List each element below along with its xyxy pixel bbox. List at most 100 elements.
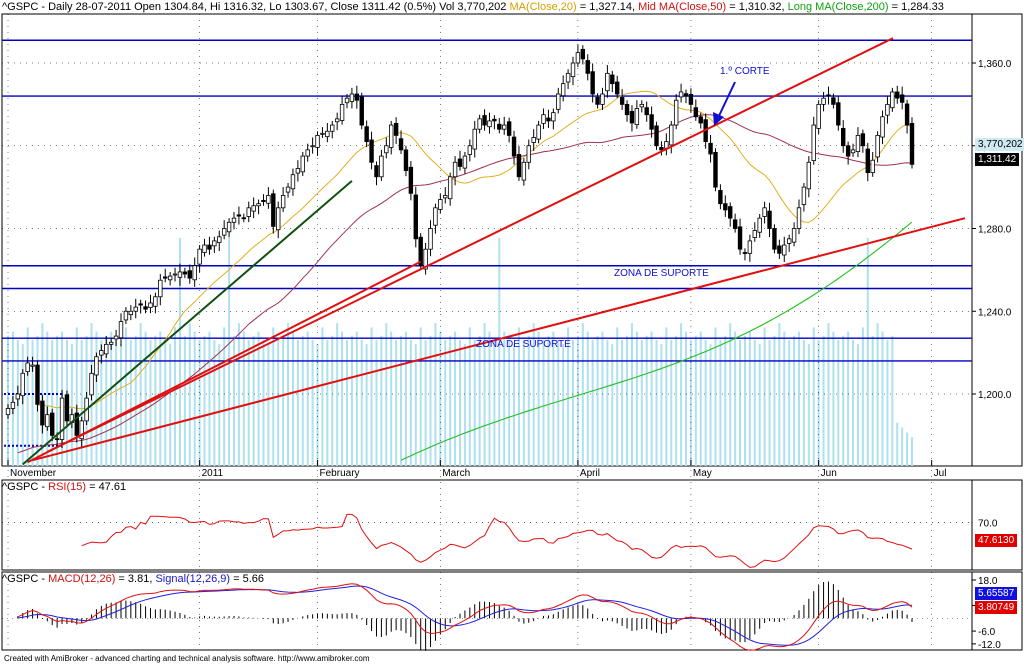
volume-bar: [51, 340, 54, 466]
volume-bar: [326, 340, 329, 466]
candle-body: [226, 221, 232, 233]
signal-header-value: = 5.66: [230, 573, 264, 585]
volume-bar: [616, 327, 619, 466]
volume-bar: [444, 340, 447, 466]
volume-bar: [734, 331, 737, 466]
volume-bar: [360, 340, 363, 466]
candlesticks: [5, 44, 915, 448]
volume-bar: [41, 323, 44, 466]
volume-bar: [350, 335, 353, 466]
header-ma50-label: Mid MA(Close,50): [638, 1, 727, 13]
candle-body: [477, 118, 482, 130]
candle-body: [280, 194, 286, 209]
volume-bar: [223, 327, 226, 466]
volume-bar: [134, 335, 137, 466]
candle-body: [261, 199, 266, 203]
volume-bar: [198, 340, 201, 466]
volume-bar: [630, 323, 633, 466]
volume-bar: [488, 331, 491, 466]
volume-bar: [139, 323, 142, 466]
volume-bar: [896, 422, 899, 466]
candle-body: [575, 52, 581, 64]
volume-bar: [434, 323, 437, 466]
candle-body: [806, 161, 812, 190]
volume-bar: [557, 340, 560, 466]
candle-body: [433, 207, 438, 226]
x-tick-label: Jul: [934, 468, 947, 479]
volume-bar: [468, 327, 471, 466]
candle-body: [158, 279, 163, 298]
candle-body: [875, 135, 880, 158]
volume-bar: [640, 340, 643, 466]
volume-bar: [861, 327, 864, 466]
volume-bar: [866, 238, 869, 466]
volume-bar: [876, 323, 879, 466]
signal-header-name: Signal(12,26,9): [155, 573, 231, 585]
candle-body: [497, 123, 502, 130]
candle-body: [374, 165, 379, 178]
volume-bar: [773, 335, 776, 466]
macd-header-prefix: ^GSPC -: [2, 573, 49, 585]
volume-bar: [380, 335, 383, 466]
candle-body: [536, 124, 541, 140]
volume-bar: [31, 340, 34, 466]
corte-arrow-head: [713, 112, 724, 126]
macd-tick-label: -6.0: [978, 627, 996, 638]
candle-body: [364, 126, 369, 143]
volume-bar: [508, 340, 511, 466]
volume-bar: [400, 335, 403, 466]
volume-bar: [856, 344, 859, 466]
candle-body: [836, 102, 841, 126]
candle-body: [732, 219, 738, 229]
candle-body: [123, 310, 129, 321]
volume-bar: [228, 238, 231, 466]
volume-bar: [247, 340, 250, 466]
candle-body: [880, 116, 885, 138]
candle-body: [167, 275, 173, 281]
volume-bar: [798, 331, 800, 466]
candle-body: [217, 236, 222, 243]
volume-bar: [149, 340, 152, 466]
candle-body: [349, 93, 355, 102]
volume-bar: [596, 335, 599, 466]
credit-footer: Created with AmiBroker - advanced charti…: [4, 654, 370, 663]
volume-bar: [650, 331, 653, 466]
header-ma200-label: Long MA(Close,200): [787, 1, 889, 13]
candle-body: [506, 121, 512, 136]
volume-bar: [704, 340, 707, 466]
candle-body: [251, 205, 256, 212]
candle-body: [339, 103, 345, 121]
last-close-label: 1,311.42: [975, 153, 1020, 166]
volume-bar: [203, 335, 206, 466]
macd-histogram: [17, 581, 913, 651]
volume-bar: [341, 331, 344, 466]
annotations: 1.º CORTE ZONA DE SUPORTE ZONA DE SUPORTE: [476, 66, 770, 350]
rsi-header: ^GSPC - RSI(15) = 47.61: [2, 481, 126, 494]
volume-bar: [503, 331, 506, 466]
candle-body: [526, 145, 531, 163]
volume-bar: [522, 340, 525, 466]
candle-body: [207, 244, 212, 250]
volume-bar: [699, 331, 702, 466]
candle-body: [403, 149, 409, 171]
panel-frame-2: [1, 571, 1023, 651]
y-tick-label: 1,240.0: [978, 307, 1012, 318]
volume-bar: [301, 335, 304, 466]
volume-bar: [365, 344, 368, 466]
volume-bar: [847, 331, 850, 466]
volume-bar: [547, 335, 550, 466]
candle-body: [236, 214, 242, 217]
volume-bar: [262, 340, 265, 466]
volume-bar: [729, 323, 732, 466]
candle-body: [418, 236, 423, 267]
volume-bar: [183, 335, 186, 466]
volume-bar: [316, 344, 319, 466]
candle-body: [128, 310, 134, 315]
candle-body: [757, 217, 762, 233]
volume-bar: [483, 323, 486, 466]
candle-body: [629, 111, 635, 124]
candle-body: [413, 194, 418, 240]
volume-bar: [763, 327, 766, 466]
candle-body: [192, 265, 197, 281]
candle-body: [826, 94, 831, 97]
